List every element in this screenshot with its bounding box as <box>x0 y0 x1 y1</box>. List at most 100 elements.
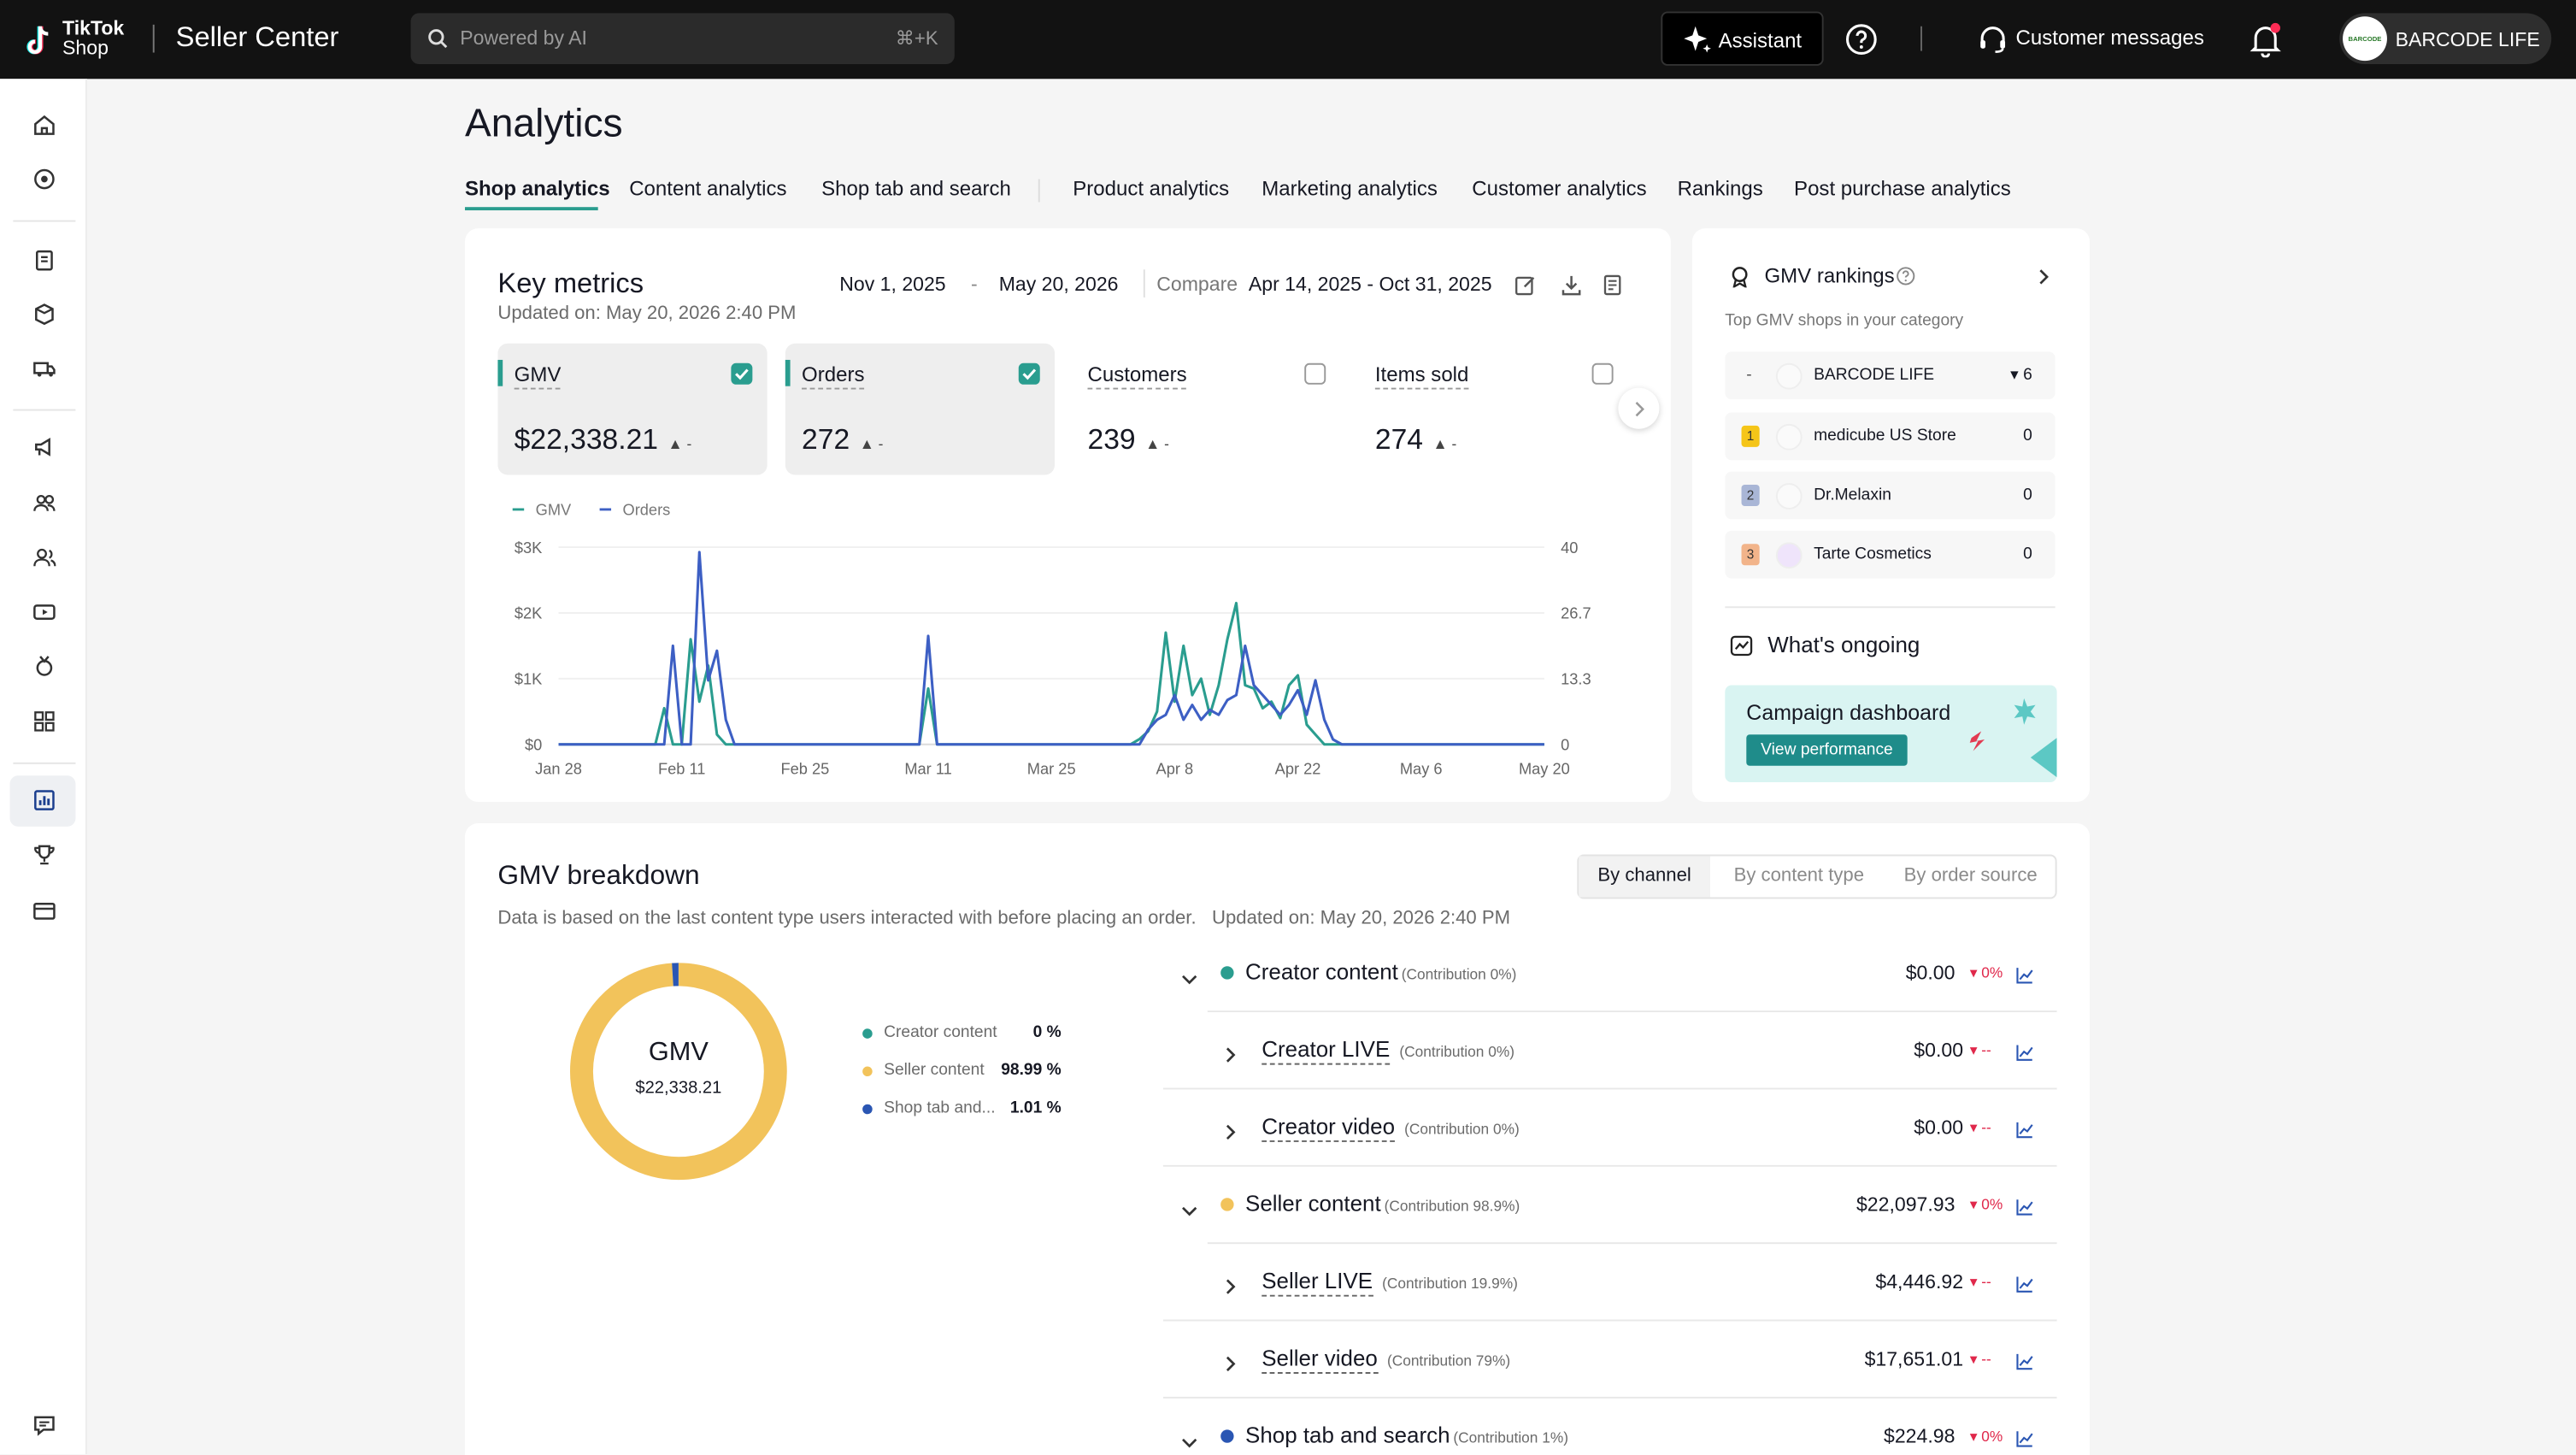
customers-icon[interactable] <box>23 536 66 579</box>
compare-range[interactable]: Apr 14, 2025 - Oct 31, 2025 <box>1248 273 1492 296</box>
assistant-button[interactable]: Assistant <box>1661 11 1824 66</box>
row-value: $0.00 <box>1914 1116 1964 1140</box>
row-divider <box>1207 1010 2057 1013</box>
metric-checkbox[interactable] <box>731 362 753 385</box>
campaign-title: Campaign dashboard <box>1746 699 1951 725</box>
trend-chart-icon <box>1730 635 1753 657</box>
shipping-icon[interactable] <box>23 347 66 390</box>
marketing-icon[interactable] <box>23 426 66 468</box>
download-icon[interactable] <box>1561 274 1582 296</box>
row-label-text: Seller content <box>1245 1191 1381 1216</box>
shop-name: BARCODE LIFE <box>1814 366 1935 385</box>
tab-product-analytics[interactable]: Product analytics <box>1073 177 1230 201</box>
analytics-icon[interactable] <box>23 779 66 822</box>
check-icon <box>735 368 749 380</box>
tab-content-analytics[interactable]: Content analytics <box>629 177 787 201</box>
tiktok-shop-logo[interactable]: TikTok Shop <box>20 18 135 61</box>
info-icon[interactable] <box>1896 266 1915 286</box>
tab-customer-analytics[interactable]: Customer analytics <box>1472 177 1647 201</box>
chevron-right-icon[interactable] <box>1224 1042 1237 1072</box>
rank-value: 0 <box>2023 427 2032 445</box>
ranking-row[interactable]: 1 medicube US Store 0 <box>1725 412 2056 461</box>
apps-icon[interactable] <box>23 700 66 743</box>
segment-by-content-type[interactable]: By content type <box>1733 865 1865 887</box>
metric-checkbox[interactable] <box>1304 362 1326 385</box>
search-bar[interactable]: Powered by AI ⌘+K <box>410 13 955 64</box>
shop-name: Dr.Melaxin <box>1814 486 1891 505</box>
products-icon[interactable] <box>23 292 66 335</box>
ranking-row[interactable]: 3 Tarte Cosmetics 0 <box>1725 530 2056 579</box>
metrics-next-button[interactable] <box>1618 387 1660 429</box>
y-tick-left: $2K <box>515 604 542 622</box>
rewards-icon[interactable] <box>23 645 66 687</box>
chevron-right-icon[interactable] <box>1224 1274 1237 1304</box>
chevron-right-icon[interactable] <box>1224 1351 1237 1381</box>
trend-icon[interactable] <box>2016 1040 2034 1070</box>
row-divider <box>1162 1319 2057 1322</box>
tab-shop-analytics[interactable]: Shop analytics <box>464 177 610 201</box>
affiliate-icon[interactable] <box>23 481 66 524</box>
view-performance-button[interactable]: View performance <box>1746 734 1908 766</box>
feedback-icon[interactable] <box>23 1404 66 1446</box>
trend-icon[interactable] <box>2016 1349 2034 1379</box>
metric-checkbox[interactable] <box>1591 362 1614 385</box>
trend-icon[interactable] <box>2016 1272 2034 1302</box>
edit-icon[interactable] <box>1514 274 1536 296</box>
metric-card-orders[interactable]: Orders 272 ▲ - <box>785 343 1056 475</box>
chevron-right-icon[interactable] <box>1224 1119 1237 1149</box>
tab-rankings[interactable]: Rankings <box>1677 177 1763 201</box>
breakdown-row-label[interactable]: Seller LIVE (Contribution 19.9%) <box>1262 1268 1518 1297</box>
tab-post-purchase-analytics[interactable]: Post purchase analytics <box>1794 177 2011 201</box>
campaign-dashboard-banner[interactable]: Campaign dashboard View performance <box>1725 685 2057 782</box>
customer-messages-button[interactable]: Customer messages <box>1978 21 2208 57</box>
help-icon[interactable] <box>1845 23 1878 56</box>
rankings-subtitle: Top GMV shops in your category <box>1725 312 1964 331</box>
tab-shop-tab-and-search[interactable]: Shop tab and search <box>821 177 1011 201</box>
segment-by-channel[interactable]: By channel <box>1579 856 1711 898</box>
y-tick-right: 13.3 <box>1561 670 1591 688</box>
segment-by-order-source[interactable]: By order source <box>1903 865 2038 887</box>
rankings-chevron-right-icon[interactable] <box>2038 268 2050 286</box>
trend-icon[interactable] <box>2016 963 2034 993</box>
trend-icon[interactable] <box>2016 1426 2034 1455</box>
chevron-down-icon[interactable] <box>1181 1428 1197 1455</box>
row-divider <box>1207 1242 2057 1245</box>
row-delta: ▾ -- <box>1969 1351 1991 1368</box>
breakdown-row-label[interactable]: Creator LIVE (Contribution 0%) <box>1262 1036 1514 1065</box>
trend-icon[interactable] <box>2016 1117 2034 1147</box>
metric-card-customers[interactable]: Customers 239 ▲ - <box>1071 344 1340 475</box>
metric-card-items-sold[interactable]: Items sold 274 ▲ - <box>1359 344 1628 475</box>
breakdown-row-label[interactable]: Creator video (Contribution 0%) <box>1262 1114 1520 1142</box>
live-video-icon[interactable] <box>23 590 66 633</box>
trophy-icon[interactable] <box>23 834 66 876</box>
date-start[interactable]: Nov 1, 2025 <box>839 273 946 296</box>
breakdown-segment-control <box>1577 854 2057 899</box>
breakdown-row-label[interactable]: Seller video (Contribution 79%) <box>1262 1346 1510 1374</box>
chevron-down-icon[interactable] <box>1181 964 1197 994</box>
home-icon[interactable] <box>23 103 66 146</box>
key-metrics-title: Key metrics <box>497 268 644 299</box>
legend-label: GMV <box>536 501 572 519</box>
notification-bell-icon[interactable] <box>2248 21 2284 58</box>
row-divider <box>1162 1396 2057 1399</box>
finance-icon[interactable] <box>23 889 66 932</box>
x-tick: Jan 28 <box>535 759 582 777</box>
whats-ongoing-title: What's ongoing <box>1767 633 1920 657</box>
ranking-row[interactable]: 2 Dr.Melaxin 0 <box>1725 471 2056 520</box>
row-divider <box>1162 1087 2057 1090</box>
ranking-row[interactable]: - BARCODE LIFE ▾ 6 <box>1725 351 2056 400</box>
chevron-down-icon[interactable] <box>1181 1196 1197 1226</box>
trend-icon[interactable] <box>2016 1194 2034 1224</box>
breakdown-note: Data is based on the last content type u… <box>497 908 1511 929</box>
tab-marketing-analytics[interactable]: Marketing analytics <box>1262 177 1438 201</box>
metric-checkbox[interactable] <box>1018 362 1040 385</box>
metric-card-gmv[interactable]: GMV $22,338.21 ▲ - <box>497 343 768 475</box>
account-menu[interactable]: BARCODE BARCODE LIFE <box>2339 13 2552 64</box>
shop-logo <box>1775 483 1803 510</box>
rank-badge: 2 <box>1741 485 1760 507</box>
date-end[interactable]: May 20, 2026 <box>998 273 1119 296</box>
orders-icon[interactable] <box>23 239 66 281</box>
report-icon[interactable] <box>1602 274 1623 296</box>
legend-name: Creator content <box>884 1023 997 1042</box>
growth-icon[interactable] <box>23 158 66 201</box>
